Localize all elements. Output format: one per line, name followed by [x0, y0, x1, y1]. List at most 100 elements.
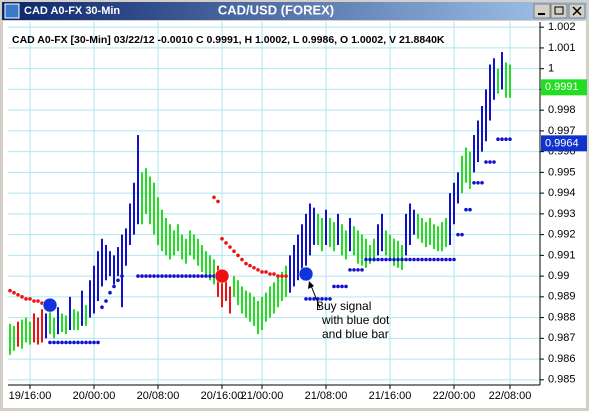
app-icon [4, 3, 20, 19]
stop-dot [388, 257, 392, 262]
stop-dot [252, 266, 256, 270]
stop-dot [152, 274, 156, 278]
stop-dot [404, 257, 408, 262]
stop-dot [508, 137, 512, 141]
stop-dot [108, 290, 112, 295]
stop-dot [268, 272, 272, 276]
y-tick-label: 1.001 [548, 42, 576, 54]
stop-dot [160, 274, 164, 278]
stop-dot [480, 180, 484, 185]
stop-dot [476, 180, 480, 185]
stop-dot [76, 340, 80, 345]
annotation-arrow [309, 282, 321, 309]
window-title: CAD A0-FX 30-Min [24, 5, 120, 17]
annotation-text: Buy signal [316, 299, 371, 313]
stop-dot [452, 257, 456, 262]
chart-title: CAD/USD (FOREX) [218, 2, 334, 17]
maximize-button[interactable] [550, 3, 568, 19]
stop-dot [432, 257, 436, 262]
stop-dot [276, 274, 280, 278]
marks-layer [8, 52, 512, 355]
stop-dot [384, 257, 388, 262]
stop-dot [196, 274, 200, 278]
stop-dot [220, 236, 224, 241]
stop-dot [272, 272, 276, 276]
stop-dot [92, 340, 96, 345]
stop-dot [224, 241, 228, 245]
stop-dot [228, 245, 232, 249]
price-label-box [541, 79, 587, 96]
stop-dot [436, 257, 440, 262]
stop-dot [336, 284, 340, 289]
x-tick-label: 20/08:00 [137, 390, 180, 402]
stop-dot [32, 299, 36, 303]
signal-marker [298, 266, 314, 282]
stop-dot [400, 257, 404, 262]
y-tick-label: 0.99 [548, 270, 569, 282]
stop-dot [488, 160, 492, 164]
stop-dot [180, 274, 184, 278]
stop-dot [420, 257, 424, 262]
stop-dot [56, 340, 60, 345]
stop-dot [36, 299, 40, 303]
stop-dot [140, 274, 144, 278]
y-tick-label: 0.988 [548, 311, 576, 323]
stop-dot [348, 268, 352, 272]
stop-dot [504, 137, 508, 141]
stop-dot [156, 274, 160, 278]
stop-dot [344, 284, 348, 289]
price-label: 0.9991 [545, 81, 579, 93]
stop-dot [356, 268, 360, 272]
stop-dot [456, 232, 460, 237]
stop-dot [308, 297, 312, 301]
y-tick-label: 1 [548, 63, 554, 75]
y-tick-label: 0.994 [548, 187, 576, 199]
stop-dot [408, 257, 412, 262]
stop-dot [104, 299, 108, 303]
stop-dot [204, 274, 208, 278]
stop-dot [100, 305, 104, 310]
stop-dot [360, 268, 364, 272]
stop-dot [412, 257, 416, 262]
grid-layer: 0.985 0.986 0.987 0.988 0.989 0.99 0.991 0.992 0… [8, 21, 576, 402]
stop-dot [212, 195, 216, 200]
stop-dot [28, 297, 32, 301]
y-tick-label: 0.985 [548, 374, 576, 386]
stop-dot [8, 288, 12, 293]
x-tick-label: 21/00:00 [241, 390, 284, 402]
stop-dot [168, 274, 172, 278]
annotation-arrowhead [308, 281, 314, 290]
y-tick-label: 1.002 [548, 21, 576, 33]
stop-dot [448, 257, 452, 262]
stop-dot [472, 180, 476, 185]
stop-dot [64, 340, 68, 345]
stop-dot [192, 274, 196, 278]
stop-dot [148, 274, 152, 278]
stop-dot [320, 297, 324, 301]
minimize-button[interactable] [533, 3, 551, 19]
stop-dot [332, 284, 336, 289]
stop-dot [20, 295, 24, 299]
stop-dot [340, 284, 344, 289]
stop-dot [188, 274, 192, 278]
stop-dot [424, 257, 428, 262]
stop-dot [172, 274, 176, 278]
stop-dot [284, 274, 288, 278]
stop-dot [12, 290, 16, 295]
stop-dot [264, 270, 268, 274]
stop-dot [372, 257, 376, 262]
stop-dot [304, 297, 308, 301]
x-tick-label: 21/08:00 [305, 390, 348, 402]
stop-dot [396, 257, 400, 262]
stop-dot [144, 274, 148, 278]
y-tick-label: 0.997 [548, 125, 576, 137]
signal-marker [214, 268, 230, 284]
stop-dot [324, 297, 328, 301]
stop-dot [392, 257, 396, 262]
chart-area [3, 21, 586, 408]
stop-dot [68, 340, 72, 345]
stop-dot [464, 207, 468, 212]
stop-dot [116, 278, 120, 283]
stop-dot [380, 257, 384, 262]
